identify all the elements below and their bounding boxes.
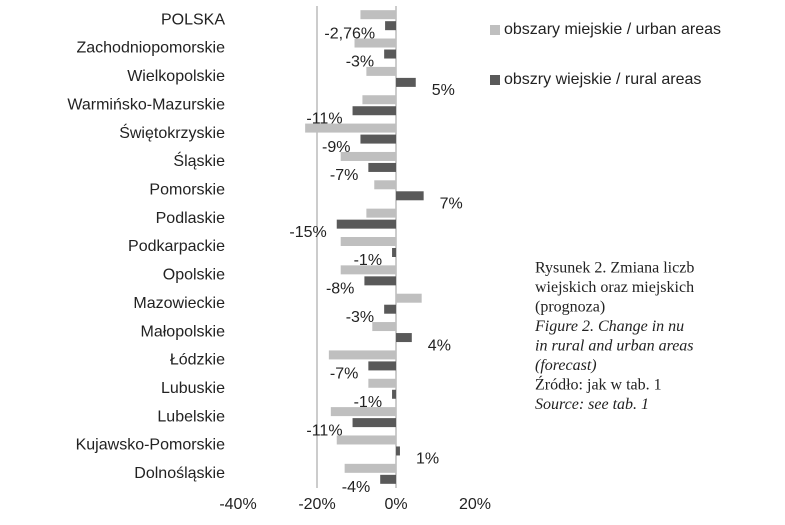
data-label: -11% — [306, 110, 342, 127]
bar — [368, 361, 396, 371]
bar — [396, 333, 412, 343]
bar — [366, 66, 396, 76]
bar — [368, 378, 396, 388]
x-tick-label: 0% — [384, 496, 407, 513]
bar — [380, 474, 396, 484]
legend-swatch — [490, 25, 500, 35]
data-label: -1% — [354, 252, 382, 269]
data-label: -11% — [306, 422, 342, 439]
caption-line: Rysunek 2. Zmiana liczb — [535, 260, 694, 277]
y-tick-label: Kujawsko-Pomorskie — [76, 437, 225, 454]
bar — [352, 106, 396, 116]
x-tick-label: 20% — [459, 496, 491, 513]
y-tick-label: POLSKA — [161, 11, 225, 28]
bar — [384, 49, 396, 59]
bar — [396, 77, 416, 87]
y-tick-label: Łódzkie — [170, 352, 225, 369]
data-label: -3% — [346, 54, 374, 71]
y-tick-label: Podkarpackie — [128, 238, 225, 255]
y-tick-label: Pomorskie — [149, 182, 225, 199]
bar — [336, 435, 396, 445]
bar — [305, 123, 396, 133]
data-label: -8% — [326, 281, 354, 298]
data-label: -7% — [330, 366, 358, 383]
bar — [340, 237, 396, 246]
bar — [354, 38, 396, 48]
bar — [364, 276, 396, 286]
bar — [396, 191, 424, 201]
bar — [396, 293, 422, 303]
caption-line: wiejskich oraz miejskich — [535, 279, 694, 296]
data-label: -15% — [289, 224, 326, 241]
y-tick-label: Mazowieckie — [133, 295, 225, 312]
bar — [360, 134, 396, 144]
bar — [396, 446, 400, 456]
caption-line: in rural and urban areas — [535, 338, 694, 355]
data-label: -2,76% — [324, 25, 375, 42]
caption-line: (forecast) — [535, 357, 597, 374]
y-tick-label: Małopolskie — [141, 323, 226, 340]
data-label: -3% — [346, 309, 374, 326]
data-label: -4% — [342, 479, 370, 496]
caption-line: (prognoza) — [535, 299, 605, 316]
data-label: -7% — [330, 167, 358, 184]
y-tick-label: Warmińsko-Mazurskie — [67, 96, 225, 113]
y-tick-label: Dolnośląskie — [134, 465, 225, 482]
bar — [330, 407, 396, 417]
bar — [362, 95, 396, 105]
legend-label: obszry wiejskie / rural areas — [504, 71, 701, 88]
legend-label: obszary miejskie / urban areas — [504, 21, 721, 38]
data-label: 4% — [428, 337, 451, 354]
bar — [366, 208, 396, 218]
y-tick-label: Opolskie — [163, 267, 225, 284]
bar — [368, 162, 396, 172]
y-tick-label: Lubelskie — [157, 408, 225, 425]
bar — [392, 389, 396, 399]
y-tick-label: Podlaskie — [156, 210, 225, 227]
caption-line: Figure 2. Change in nu — [534, 318, 684, 335]
y-tick-label: Wielkopolskie — [127, 68, 225, 85]
legend-swatch — [490, 75, 500, 85]
bar — [352, 418, 396, 428]
y-tick-label: Lubuskie — [161, 380, 225, 397]
y-tick-label: Śląskie — [173, 151, 225, 170]
bar — [372, 322, 396, 332]
caption-line: Source: see tab. 1 — [535, 396, 649, 413]
bar — [336, 219, 396, 229]
data-label: 1% — [416, 451, 439, 468]
bar — [385, 21, 396, 31]
bar — [384, 304, 396, 314]
y-tick-label: Zachodniopomorskie — [76, 40, 225, 57]
bar — [374, 180, 396, 190]
bar — [328, 350, 396, 360]
data-label: 5% — [432, 82, 455, 99]
data-label: 7% — [440, 196, 463, 213]
y-tick-label: Świętokrzyskie — [119, 123, 225, 142]
data-label: -1% — [354, 394, 382, 411]
caption-line: Źródło: jak w tab. 1 — [535, 375, 662, 394]
x-tick-label: -40% — [219, 496, 256, 513]
data-label: -9% — [322, 139, 350, 156]
bar — [392, 248, 396, 257]
bar — [344, 463, 396, 473]
bar — [340, 151, 396, 161]
bar — [360, 10, 396, 20]
x-tick-label: -20% — [298, 496, 335, 513]
bar — [340, 265, 396, 275]
